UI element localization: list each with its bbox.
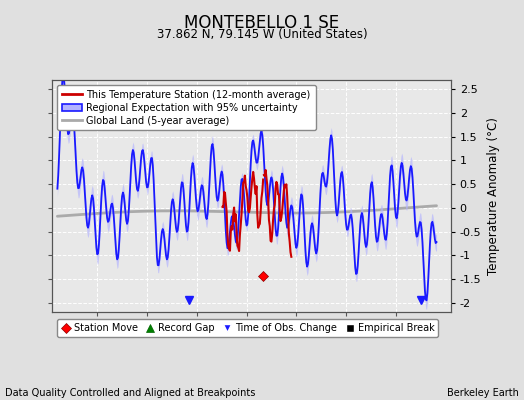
Y-axis label: Temperature Anomaly (°C): Temperature Anomaly (°C) <box>487 117 500 275</box>
Text: Data Quality Controlled and Aligned at Breakpoints: Data Quality Controlled and Aligned at B… <box>5 388 256 398</box>
Legend: Station Move, Record Gap, Time of Obs. Change, Empirical Break: Station Move, Record Gap, Time of Obs. C… <box>57 319 438 337</box>
Text: 37.862 N, 79.145 W (United States): 37.862 N, 79.145 W (United States) <box>157 28 367 41</box>
Text: Berkeley Earth: Berkeley Earth <box>447 388 519 398</box>
Text: MONTEBELLO 1 SE: MONTEBELLO 1 SE <box>184 14 340 32</box>
